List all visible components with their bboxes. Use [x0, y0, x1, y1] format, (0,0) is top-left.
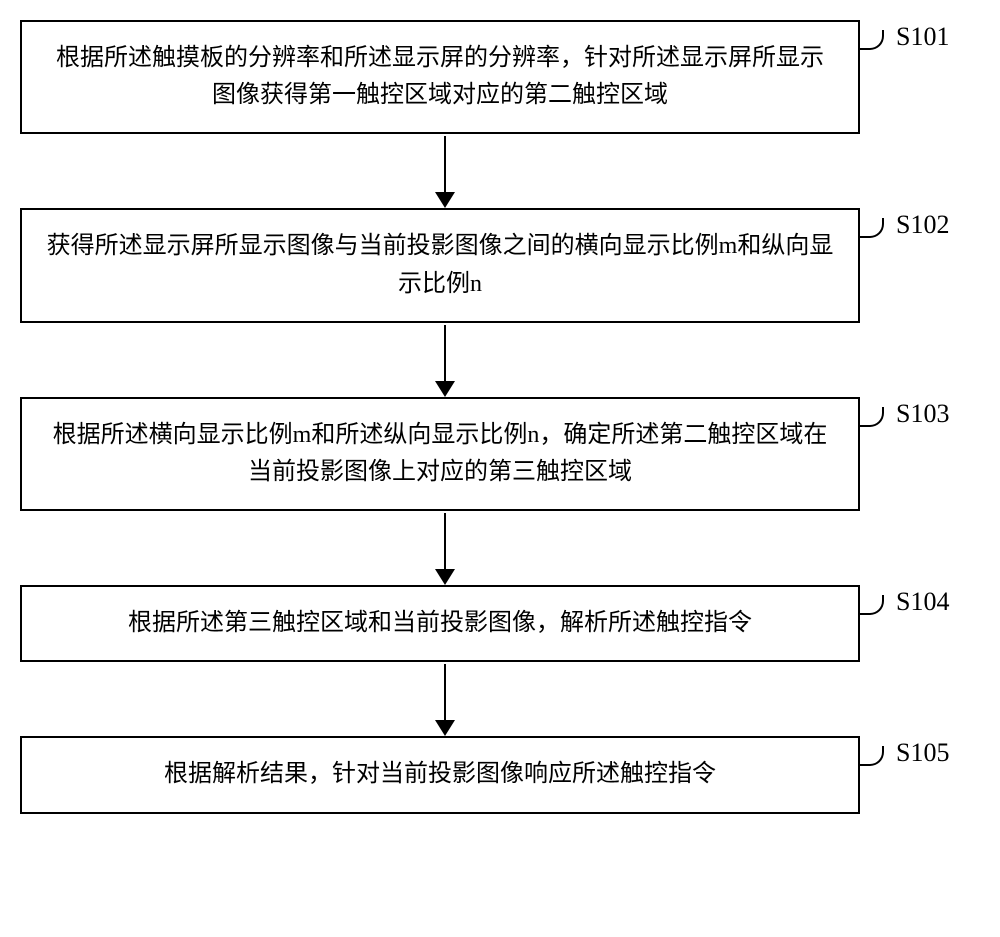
step-text: 获得所述显示屏所显示图像与当前投影图像之间的横向显示比例m和纵向显示比例n	[47, 233, 834, 296]
label-wrap-s104: S104	[860, 585, 970, 625]
step-label: S105	[896, 738, 949, 768]
arrow-down-icon	[444, 136, 447, 206]
label-tick	[858, 218, 884, 238]
step-text: 根据所述第三触控区域和当前投影图像，解析所述触控指令	[128, 610, 752, 636]
step-text: 根据所述横向显示比例m和所述纵向显示比例n，确定所述第二触控区域在当前投影图像上…	[53, 422, 828, 485]
step-row-4: 根据所述第三触控区域和当前投影图像，解析所述触控指令 S104	[20, 585, 980, 662]
step-row-1: 根据所述触摸板的分辨率和所述显示屏的分辨率，针对所述显示屏所显示图像获得第一触控…	[20, 20, 980, 134]
label-tick	[858, 407, 884, 427]
label-wrap-s103: S103	[860, 397, 970, 437]
arrow-down-icon	[444, 325, 447, 395]
step-box-s105: 根据解析结果，针对当前投影图像响应所述触控指令	[20, 736, 860, 813]
label-wrap-s101: S101	[860, 20, 970, 60]
arrow-container-1	[20, 134, 980, 208]
step-row-2: 获得所述显示屏所显示图像与当前投影图像之间的横向显示比例m和纵向显示比例n S1…	[20, 208, 980, 322]
step-row-5: 根据解析结果，针对当前投影图像响应所述触控指令 S105	[20, 736, 980, 813]
label-wrap-s102: S102	[860, 208, 970, 248]
step-box-s102: 获得所述显示屏所显示图像与当前投影图像之间的横向显示比例m和纵向显示比例n	[20, 208, 860, 322]
arrow-container-2	[20, 323, 980, 397]
step-box-s101: 根据所述触摸板的分辨率和所述显示屏的分辨率，针对所述显示屏所显示图像获得第一触控…	[20, 20, 860, 134]
label-tick	[858, 30, 884, 50]
step-label: S104	[896, 587, 949, 617]
arrow-container-3	[20, 511, 980, 585]
arrow-down-icon	[444, 513, 447, 583]
arrow-down-icon	[444, 664, 447, 734]
label-tick	[858, 746, 884, 766]
arrow-container-4	[20, 662, 980, 736]
step-row-3: 根据所述横向显示比例m和所述纵向显示比例n，确定所述第二触控区域在当前投影图像上…	[20, 397, 980, 511]
step-text: 根据解析结果，针对当前投影图像响应所述触控指令	[164, 761, 716, 787]
flowchart-container: 根据所述触摸板的分辨率和所述显示屏的分辨率，针对所述显示屏所显示图像获得第一触控…	[20, 20, 980, 814]
step-label: S102	[896, 210, 949, 240]
step-text: 根据所述触摸板的分辨率和所述显示屏的分辨率，针对所述显示屏所显示图像获得第一触控…	[56, 45, 824, 108]
label-wrap-s105: S105	[860, 736, 970, 776]
step-label: S101	[896, 22, 949, 52]
step-label: S103	[896, 399, 949, 429]
step-box-s103: 根据所述横向显示比例m和所述纵向显示比例n，确定所述第二触控区域在当前投影图像上…	[20, 397, 860, 511]
label-tick	[858, 595, 884, 615]
step-box-s104: 根据所述第三触控区域和当前投影图像，解析所述触控指令	[20, 585, 860, 662]
